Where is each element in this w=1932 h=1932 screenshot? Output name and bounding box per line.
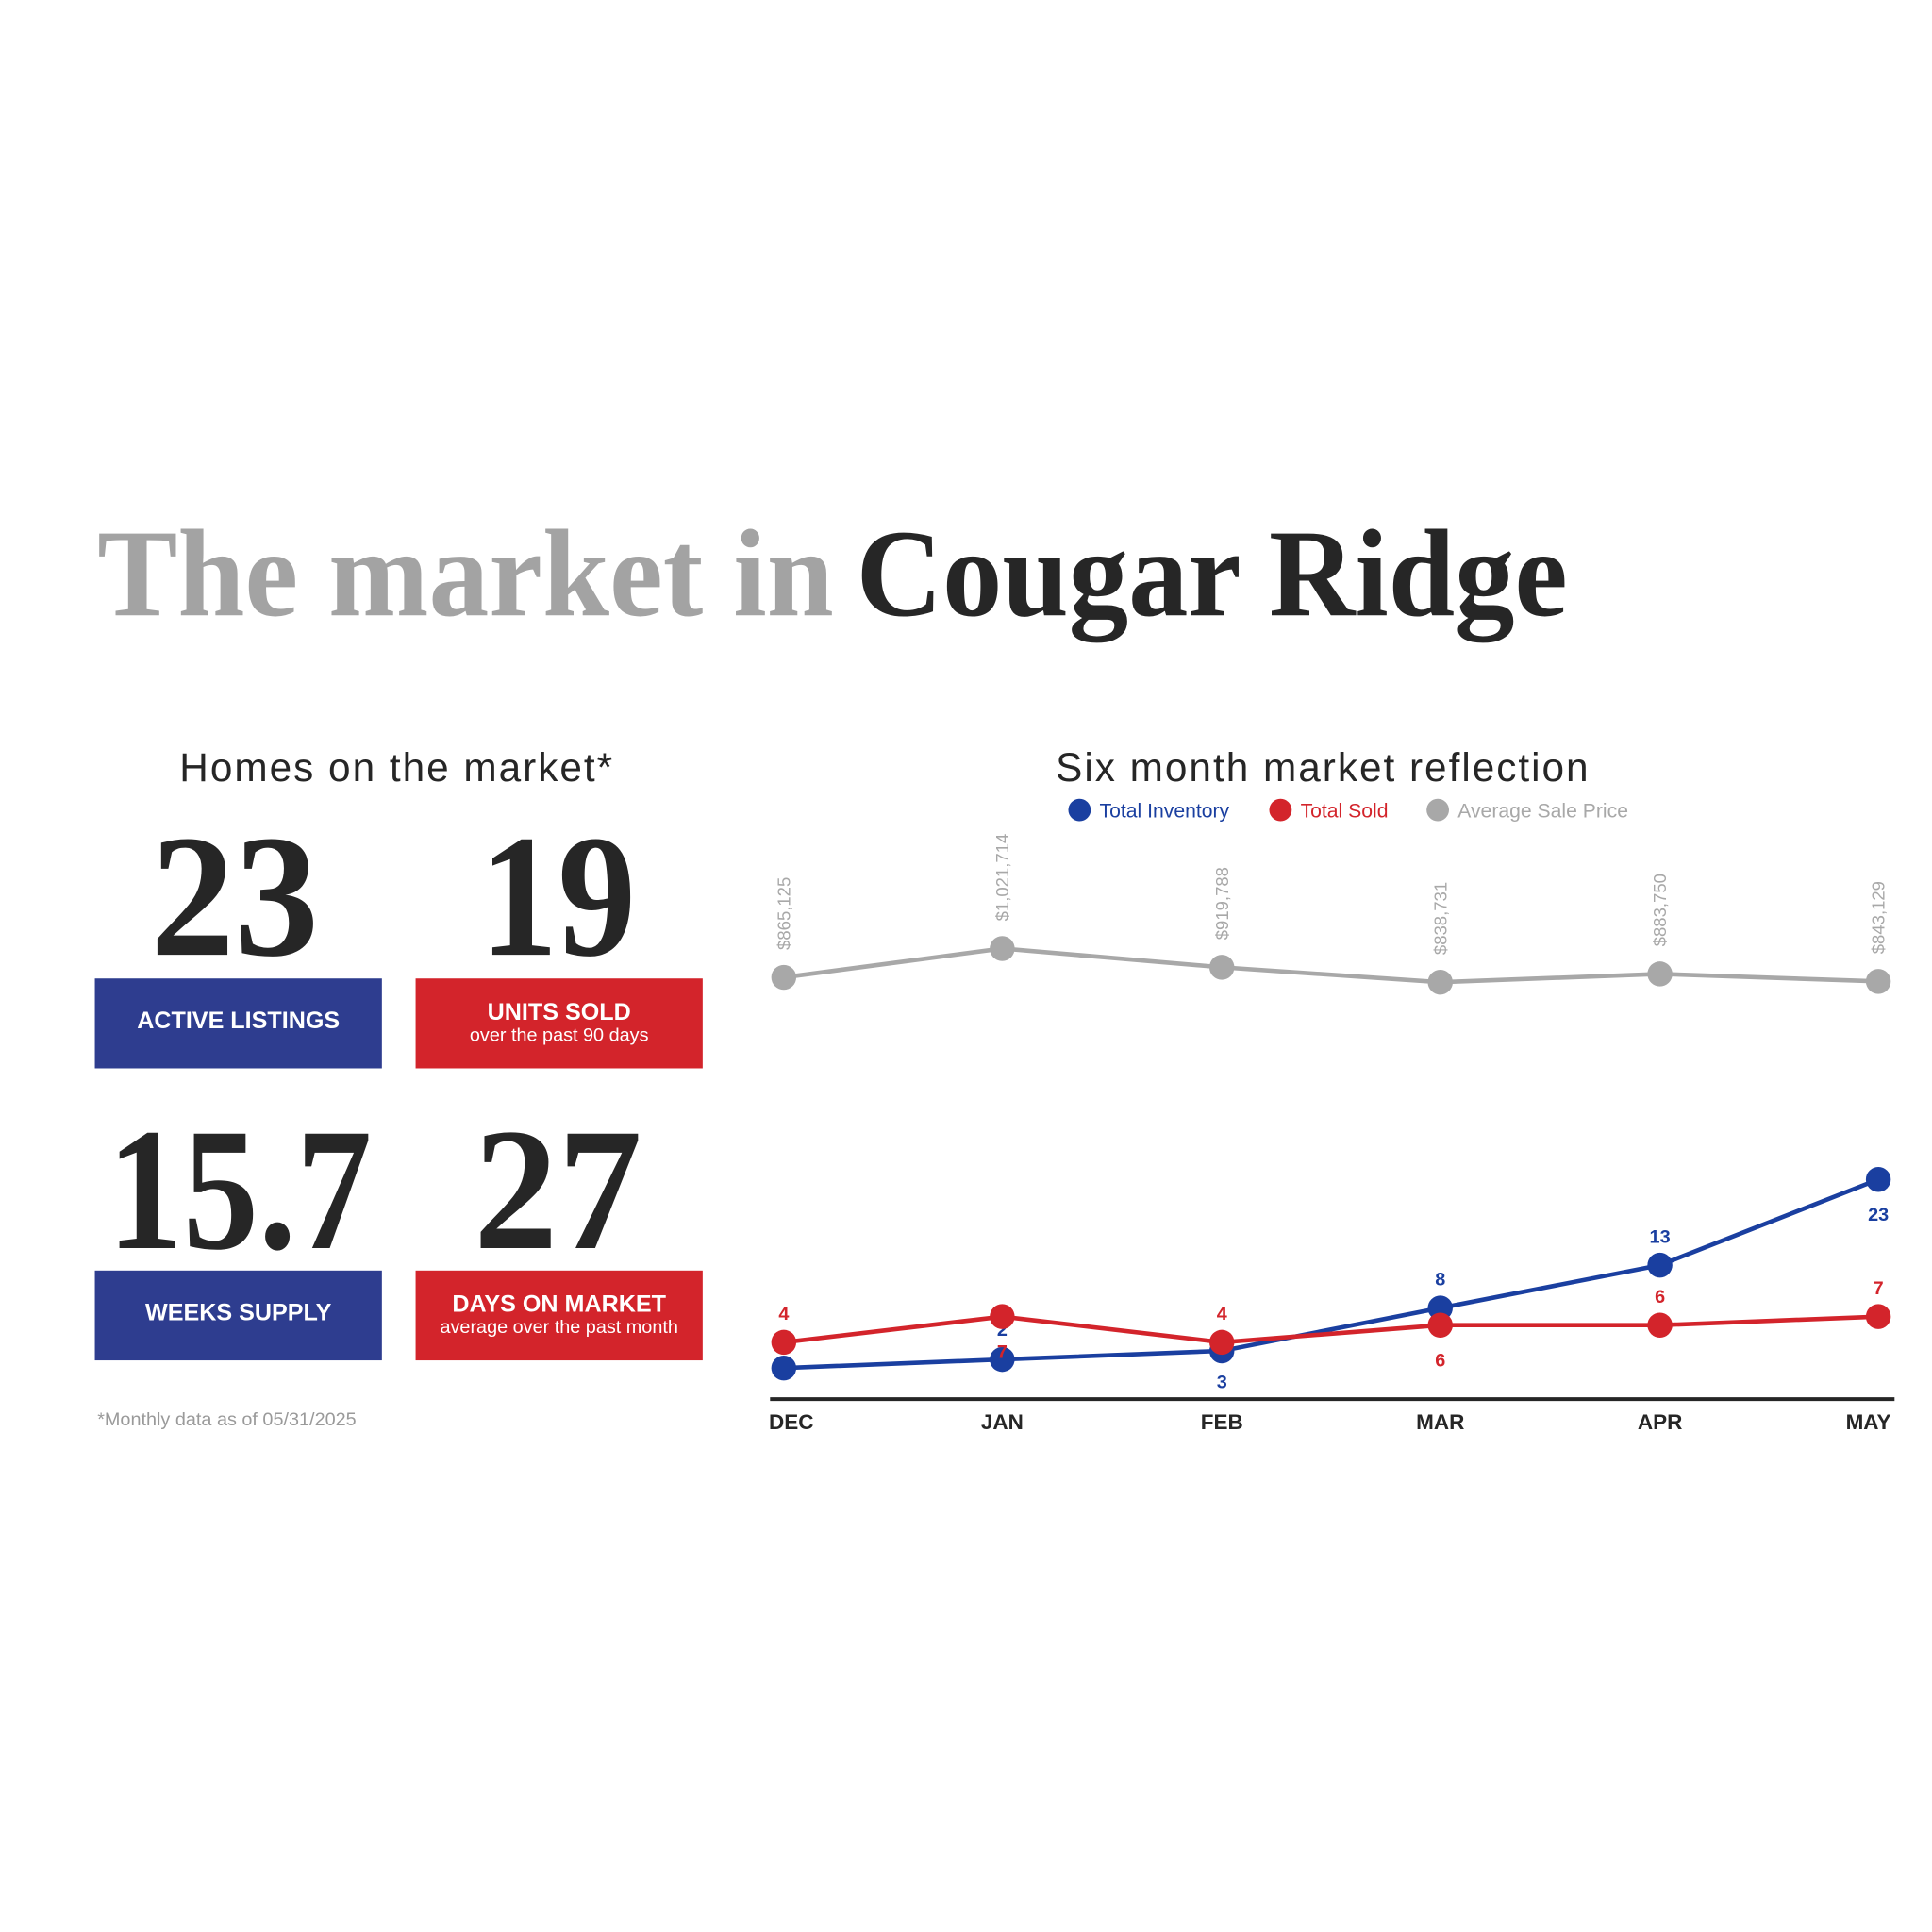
data-point <box>771 1329 797 1356</box>
data-label: 2 <box>997 1320 1008 1341</box>
data-label: $883,750 <box>1650 874 1670 946</box>
data-point <box>990 936 1015 961</box>
stat-label: UNITS SOLD <box>488 999 631 1025</box>
data-label: $1,021,714 <box>992 834 1012 922</box>
stat-value: 15.7 <box>108 1093 372 1287</box>
data-point <box>1208 1329 1235 1356</box>
data-label: $838,731 <box>1430 882 1450 955</box>
data-point <box>1208 955 1235 980</box>
title-bold: Cougar Ridge <box>857 504 1568 642</box>
legend-marker <box>1068 798 1091 822</box>
stat-value: 23 <box>150 800 319 993</box>
data-point <box>1865 1304 1891 1329</box>
data-label: 23 <box>1868 1205 1889 1225</box>
stat-box <box>415 1270 703 1361</box>
data-label: 3 <box>1217 1373 1227 1393</box>
stat-label: WEEKS SUPPLY <box>145 1300 332 1326</box>
stat-box <box>94 978 382 1069</box>
data-label: 6 <box>1655 1287 1665 1307</box>
data-point <box>1427 1295 1453 1321</box>
data-point <box>990 1346 1015 1373</box>
legend-label: Total Sold <box>1301 801 1389 823</box>
stat-value: 19 <box>480 800 636 993</box>
legend-label: Total Inventory <box>1100 801 1230 823</box>
legend-marker <box>1269 798 1292 822</box>
stat-box <box>94 1270 382 1361</box>
x-tick-label: MAY <box>1846 1410 1891 1434</box>
chart-title: Six month market reflection <box>1056 745 1590 790</box>
data-label: 4 <box>778 1304 789 1324</box>
data-label: 6 <box>1435 1350 1445 1371</box>
x-tick-label: APR <box>1638 1410 1682 1434</box>
data-label: $843,129 <box>1869 881 1889 954</box>
series-line <box>783 1314 1879 1345</box>
data-point <box>1865 1167 1891 1192</box>
data-label: 7 <box>1874 1278 1884 1299</box>
stat-label: DAYS ON MARKET <box>452 1291 666 1317</box>
x-tick-label: JAN <box>981 1410 1024 1434</box>
stat-value: 27 <box>474 1093 642 1287</box>
series-line <box>783 946 1879 985</box>
data-label: 4 <box>1217 1304 1227 1324</box>
data-point <box>1647 1312 1673 1338</box>
data-point <box>1647 1252 1673 1278</box>
data-point <box>990 1304 1015 1329</box>
x-tick-label: DEC <box>769 1410 813 1434</box>
data-label: $865,125 <box>774 877 793 950</box>
data-label: 7 <box>997 1341 1008 1362</box>
data-label: $919,788 <box>1212 867 1232 940</box>
data-point <box>1427 1312 1453 1338</box>
x-tick-label: MAR <box>1416 1410 1464 1434</box>
stat-sublabel: over the past 90 days <box>470 1024 649 1045</box>
data-point <box>1647 961 1673 987</box>
legend-marker <box>1426 798 1449 822</box>
stat-sublabel: average over the past month <box>440 1317 677 1338</box>
stat-box <box>415 978 703 1069</box>
stat-label: ACTIVE LISTINGS <box>137 1008 340 1034</box>
x-tick-label: FEB <box>1201 1410 1243 1434</box>
title-light: The market in <box>97 504 834 642</box>
legend-label: Average Sale Price <box>1457 801 1628 823</box>
data-label: 13 <box>1650 1226 1671 1247</box>
series-line <box>783 1177 1879 1371</box>
data-label: 8 <box>1435 1270 1445 1291</box>
stats-title: Homes on the market* <box>179 745 614 790</box>
data-point <box>771 964 797 991</box>
data-point <box>771 1355 797 1381</box>
footnote: *Monthly data as of 05/31/2025 <box>97 1409 357 1430</box>
data-point <box>1427 969 1453 995</box>
data-point <box>1865 969 1891 994</box>
